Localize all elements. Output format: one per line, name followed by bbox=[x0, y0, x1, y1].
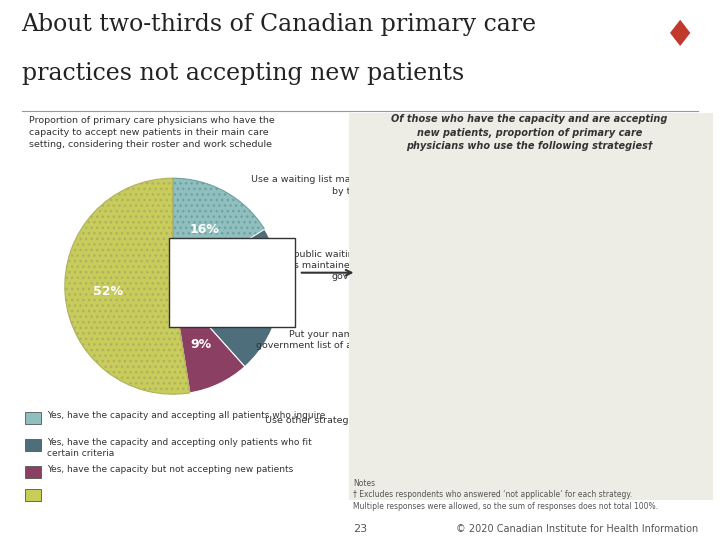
Text: 9%: 9% bbox=[190, 338, 211, 351]
Bar bbox=[400, 323, 526, 364]
Bar bbox=[400, 163, 577, 204]
Text: © 2020 Canadian Institute for Health Information: © 2020 Canadian Institute for Health Inf… bbox=[456, 523, 698, 534]
Text: 52%: 52% bbox=[93, 285, 123, 298]
Text: 59%: 59% bbox=[633, 417, 660, 430]
Wedge shape bbox=[173, 178, 264, 286]
Text: Yes, have the capacity and accepting only patients who fit
certain criteria: Yes, have the capacity and accepting onl… bbox=[47, 438, 312, 458]
Text: 23: 23 bbox=[353, 523, 367, 534]
Text: Proportion of primary care physicians who have the
capacity to accept new patien: Proportion of primary care physicians wh… bbox=[29, 116, 274, 150]
Bar bbox=[400, 403, 626, 445]
Wedge shape bbox=[173, 286, 245, 393]
Text: Of those who have the capacity and are accepting
new patients, proportion of pri: Of those who have the capacity and are a… bbox=[391, 114, 667, 151]
Text: 33%: 33% bbox=[532, 338, 560, 350]
Text: ♦: ♦ bbox=[665, 19, 696, 53]
Text: practices not accepting new patients: practices not accepting new patients bbox=[22, 62, 464, 85]
Bar bbox=[400, 243, 539, 285]
Text: 46%: 46% bbox=[582, 177, 611, 190]
Text: 36%: 36% bbox=[544, 257, 572, 270]
Text: 16%: 16% bbox=[189, 223, 220, 236]
Wedge shape bbox=[65, 178, 190, 394]
Text: Yes, have the capacity and accepting all patients who inquire: Yes, have the capacity and accepting all… bbox=[47, 411, 325, 420]
Text: Notes
† Excludes respondents who answered ‘not applicable’ for each strategy.
Mu: Notes † Excludes respondents who answere… bbox=[353, 479, 658, 511]
Text: About two-thirds of Canadian primary care: About two-thirds of Canadian primary car… bbox=[22, 14, 536, 37]
Text: 22%: 22% bbox=[222, 289, 252, 302]
Text: Yes, have the capacity but not accepting new patients: Yes, have the capacity but not accepting… bbox=[47, 465, 293, 474]
Wedge shape bbox=[173, 230, 281, 367]
